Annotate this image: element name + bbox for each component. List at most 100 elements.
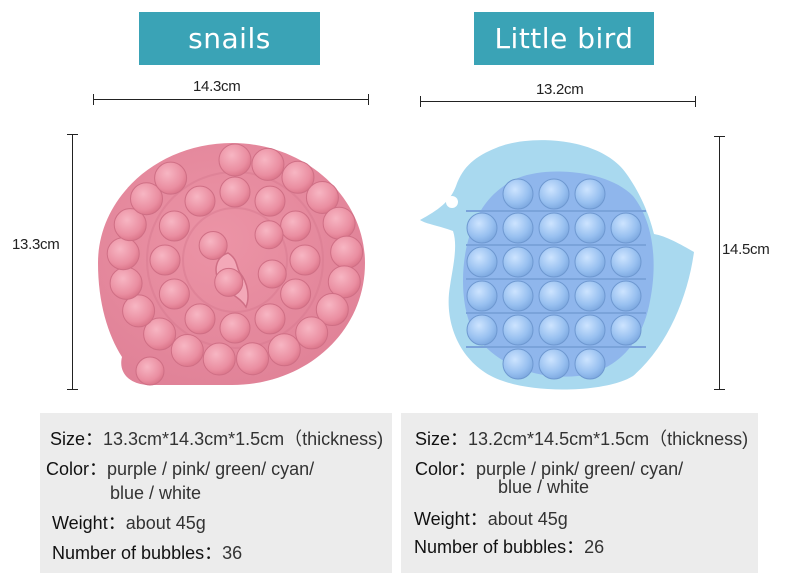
bubble: [184, 303, 216, 335]
bubble: [502, 314, 534, 346]
bubble: [254, 185, 286, 217]
product-title-snails: snails: [139, 12, 320, 65]
snail-spec-panel: Size：13.3cm*14.3cm*1.5cm（thickness) Colo…: [40, 413, 392, 573]
bubble: [143, 317, 177, 351]
bubble: [219, 312, 251, 344]
bubble: [574, 314, 606, 346]
bubble: [315, 293, 349, 327]
weight-key: Weight：: [52, 513, 126, 533]
bubble: [330, 235, 364, 269]
bird-width-dimension-line: [420, 96, 696, 107]
bubble: [202, 342, 236, 376]
bird-weight-row: Weight：about 45g: [414, 505, 568, 531]
color-value-line-2: blue / white: [498, 477, 590, 497]
color-value-line-2: blue / white: [110, 483, 202, 503]
bird-pop-toy-image: [420, 140, 694, 390]
color-value-line-1: purple / pink/ green/ cyan/: [107, 459, 315, 479]
bird-color-row-2: blue / white: [498, 477, 589, 498]
bubble: [295, 316, 329, 350]
bubble: [538, 348, 570, 380]
bubbles-value: 26: [584, 537, 605, 557]
bubble: [466, 280, 498, 312]
snail-bubbles-row: Number of bubbles：36: [52, 539, 242, 565]
bubble: [236, 342, 270, 376]
weight-key: Weight：: [414, 509, 488, 529]
bubble: [610, 314, 642, 346]
bubble: [327, 265, 361, 299]
snail-width-label: 14.3cm: [193, 78, 241, 95]
bubble: [254, 303, 286, 335]
snail-color-row-2: blue / white: [110, 483, 201, 504]
snail-color-row: Color：purple / pink/ green/ cyan/: [46, 455, 314, 481]
bubble: [466, 246, 498, 278]
bubble: [106, 237, 140, 271]
bubble: [184, 185, 216, 217]
size-value: 13.3cm*14.3cm*1.5cm（thickness): [103, 429, 384, 449]
bubble: [214, 267, 244, 297]
weight-value: about 45g: [487, 509, 568, 529]
bubble: [218, 143, 252, 177]
bubble: [267, 333, 301, 367]
size-key: Size：: [50, 429, 104, 449]
bird-bubbles-row: Number of bubbles：26: [414, 533, 604, 559]
bird-width-label: 13.2cm: [536, 81, 584, 98]
bubble: [574, 212, 606, 244]
bubble: [538, 314, 570, 346]
snail-height-dimension-line: [67, 134, 78, 390]
bubble: [122, 294, 156, 328]
bubble: [257, 259, 287, 289]
bubble: [574, 348, 606, 380]
bubble: [254, 220, 284, 250]
bubble: [502, 246, 534, 278]
bubble: [109, 266, 143, 300]
bubble: [322, 206, 356, 240]
bubble: [538, 212, 570, 244]
bubble: [198, 231, 228, 261]
bubble: [610, 246, 642, 278]
size-value: 13.2cm*14.5cm*1.5cm（thickness): [468, 429, 749, 449]
snail-weight-row: Weight：about 45g: [52, 509, 206, 535]
bubble: [170, 333, 204, 367]
bird-height-label: 14.5cm: [722, 241, 770, 258]
bubble: [466, 314, 498, 346]
bubble: [502, 212, 534, 244]
bubble: [280, 278, 312, 310]
bubble: [610, 212, 642, 244]
bubble: [154, 161, 188, 195]
bubble: [502, 280, 534, 312]
snail-bubbles-group: [106, 143, 364, 386]
bubble: [574, 280, 606, 312]
snail-height-label: 13.3cm: [12, 236, 60, 253]
bubble: [466, 212, 498, 244]
color-value-line-1: purple / pink/ green/ cyan/: [476, 459, 684, 479]
bubbles-key: Number of bubbles：: [414, 537, 585, 557]
bubbles-value: 36: [222, 543, 243, 563]
snail-pop-toy-image: [98, 143, 365, 386]
snail-width-dimension-line: [93, 94, 369, 105]
bubble: [281, 160, 315, 194]
bubble: [149, 244, 181, 276]
bird-color-row: Color：purple / pink/ green/ cyan/: [415, 455, 683, 481]
bubble: [219, 176, 251, 208]
bubbles-key: Number of bubbles：: [52, 543, 223, 563]
bubble: [130, 182, 164, 216]
bubble: [574, 246, 606, 278]
bubble: [574, 178, 606, 210]
product-title-little-bird: Little bird: [474, 12, 654, 65]
bubble: [135, 356, 165, 386]
bird-height-dimension-line: [714, 136, 725, 390]
bubble: [502, 178, 534, 210]
bird-spec-panel: Size：13.2cm*14.5cm*1.5cm（thickness) Colo…: [401, 413, 758, 573]
bubble: [158, 210, 190, 242]
weight-value: about 45g: [125, 513, 206, 533]
bubble: [538, 178, 570, 210]
bird-size-row: Size：13.2cm*14.5cm*1.5cm（thickness): [415, 425, 748, 451]
bubble: [113, 208, 147, 242]
bubble: [280, 210, 312, 242]
bubble: [289, 244, 321, 276]
snail-size-row: Size：13.3cm*14.3cm*1.5cm（thickness): [50, 425, 383, 451]
bubble: [610, 280, 642, 312]
bubble: [305, 180, 339, 214]
bubble: [251, 147, 285, 181]
bubble: [158, 278, 190, 310]
